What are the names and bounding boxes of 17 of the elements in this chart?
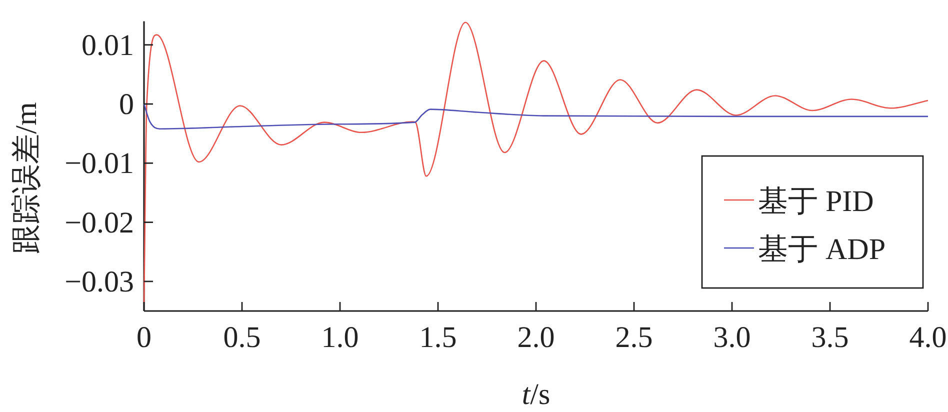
x-tick-label: 2.5 [615,321,653,354]
y-tick-label: −0.01 [64,147,134,180]
x-tick-label: 3.0 [713,321,751,354]
legend-label: 基于 ADP [758,233,886,266]
x-tick-label: 1.5 [419,321,457,354]
y-tick-label: −0.03 [64,265,134,298]
y-axis-title: 跟踪误差/m [10,102,43,254]
x-tick-label: 1.0 [321,321,359,354]
y-tick-label: −0.02 [64,206,134,240]
legend-label: 基于 PID [758,185,874,218]
y-tick-label: 0.01 [82,28,134,62]
x-tick-label: 3.5 [811,321,849,354]
x-tick-label: 4.0 [909,321,947,354]
x-axis-title: t/s [522,378,550,411]
y-tick-label: 0 [119,88,134,121]
x-tick-label: 2.0 [517,321,555,354]
x-tick-label: 0.5 [223,321,261,354]
